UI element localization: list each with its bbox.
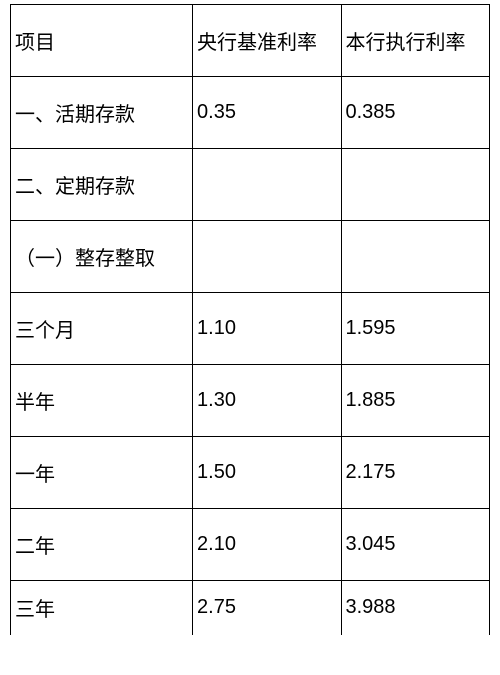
cell-base-rate: 1.30 bbox=[193, 365, 341, 437]
cell-base-rate: 2.75 bbox=[193, 581, 341, 635]
header-cell-item: 项目 bbox=[11, 5, 193, 77]
cell-exec-rate: 0.385 bbox=[341, 77, 490, 149]
cell-base-rate bbox=[193, 149, 341, 221]
table-row: 一、活期存款 0.35 0.385 bbox=[11, 77, 490, 149]
table-row: 二年 2.10 3.045 bbox=[11, 509, 490, 581]
cell-base-rate: 1.50 bbox=[193, 437, 341, 509]
rate-table: 项目 央行基准利率 本行执行利率 一、活期存款 0.35 0.385 二、定期存… bbox=[10, 4, 490, 635]
cell-item: 三个月 bbox=[11, 293, 193, 365]
cell-item: 一、活期存款 bbox=[11, 77, 193, 149]
cell-item: 半年 bbox=[11, 365, 193, 437]
header-cell-exec-rate: 本行执行利率 bbox=[341, 5, 490, 77]
cell-exec-rate: 2.175 bbox=[341, 437, 490, 509]
cell-exec-rate bbox=[341, 149, 490, 221]
cell-base-rate bbox=[193, 221, 341, 293]
cell-exec-rate: 3.045 bbox=[341, 509, 490, 581]
table-row: 三年 2.75 3.988 bbox=[11, 581, 490, 635]
cell-exec-rate: 3.988 bbox=[341, 581, 490, 635]
cell-item: 二年 bbox=[11, 509, 193, 581]
cell-item: 一年 bbox=[11, 437, 193, 509]
cell-item: 三年 bbox=[11, 581, 193, 635]
cell-base-rate: 0.35 bbox=[193, 77, 341, 149]
table-row: 三个月 1.10 1.595 bbox=[11, 293, 490, 365]
cell-exec-rate bbox=[341, 221, 490, 293]
cell-exec-rate: 1.595 bbox=[341, 293, 490, 365]
cell-item: 二、定期存款 bbox=[11, 149, 193, 221]
table-header-row: 项目 央行基准利率 本行执行利率 bbox=[11, 5, 490, 77]
cell-item: （一）整存整取 bbox=[11, 221, 193, 293]
table-row: 二、定期存款 bbox=[11, 149, 490, 221]
header-cell-base-rate: 央行基准利率 bbox=[193, 5, 341, 77]
cell-base-rate: 2.10 bbox=[193, 509, 341, 581]
table-row: 半年 1.30 1.885 bbox=[11, 365, 490, 437]
table-row: （一）整存整取 bbox=[11, 221, 490, 293]
cell-exec-rate: 1.885 bbox=[341, 365, 490, 437]
table-row: 一年 1.50 2.175 bbox=[11, 437, 490, 509]
cell-base-rate: 1.10 bbox=[193, 293, 341, 365]
